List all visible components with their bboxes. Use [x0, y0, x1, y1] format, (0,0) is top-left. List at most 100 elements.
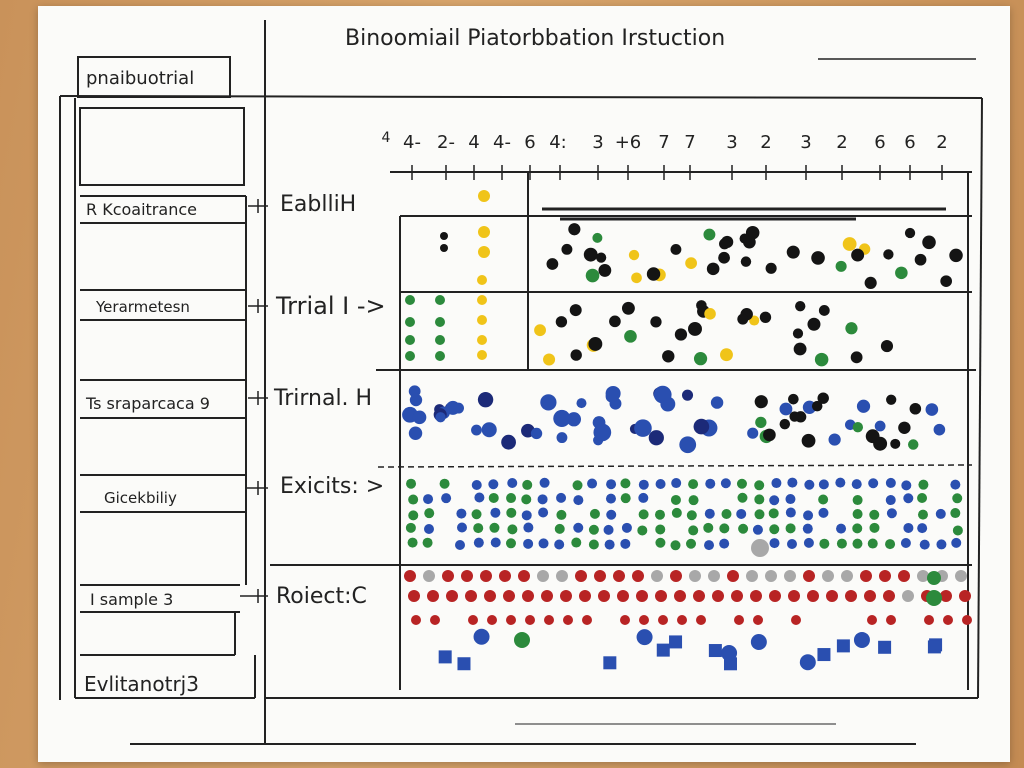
dot-marker [868, 478, 879, 489]
dot-marker [408, 590, 420, 602]
dot-marker [670, 244, 682, 255]
dot-marker [950, 508, 961, 519]
dot-marker [681, 389, 694, 401]
tick-label: 7 [658, 132, 670, 153]
dot-marker [490, 507, 501, 518]
dot-marker [914, 253, 927, 266]
dot-marker [662, 350, 675, 363]
tick-label: 4 [468, 132, 480, 153]
dot-marker [582, 615, 592, 625]
dot-marker [569, 304, 582, 317]
row-label-3: Trirnal. H [274, 386, 373, 411]
dot-marker [803, 570, 815, 582]
dot-marker [719, 538, 730, 549]
dot-marker [739, 233, 750, 244]
dot-marker [867, 538, 878, 549]
tick-label: 2 [836, 132, 848, 153]
dot-marker [751, 539, 769, 557]
dot-marker [917, 570, 929, 582]
square-marker [669, 635, 683, 649]
dot-marker [628, 249, 640, 261]
dot-marker [688, 479, 699, 490]
dot-marker [746, 570, 758, 582]
dot-marker [435, 412, 446, 423]
dot-marker [886, 615, 896, 625]
dot-marker [435, 335, 445, 345]
dot-marker [841, 570, 853, 582]
dot-marker [940, 590, 952, 602]
dot-marker [787, 477, 798, 488]
dot-marker [901, 480, 912, 491]
dot-marker [670, 540, 681, 551]
dot-marker [473, 628, 490, 645]
dot-marker [585, 268, 600, 283]
dot-marker [471, 479, 482, 490]
dot-marker [836, 523, 847, 534]
dot-marker [638, 492, 649, 503]
dot-marker [895, 266, 908, 280]
dot-marker [674, 328, 688, 341]
dot-marker [873, 436, 888, 451]
dot-marker [468, 615, 478, 625]
dot-marker [851, 479, 862, 490]
dot-marker [571, 537, 582, 548]
dot-marker [885, 539, 896, 550]
dot-marker [605, 390, 618, 403]
dot-marker [521, 494, 532, 505]
dot-marker [836, 538, 847, 549]
dot-marker [802, 523, 813, 534]
dot-marker [686, 510, 697, 521]
dot-marker [481, 422, 497, 438]
dot-marker [408, 426, 423, 440]
dot-marker [566, 412, 582, 427]
dot-marker [754, 480, 765, 491]
dot-marker [785, 494, 796, 505]
square-marker [603, 656, 617, 670]
dot-marker [539, 477, 550, 488]
dot-marker [677, 615, 687, 625]
dot-marker [822, 570, 834, 582]
dot-marker [583, 247, 598, 262]
dot-marker [856, 399, 871, 413]
dot-marker [740, 256, 752, 267]
tick-label: 3 [800, 132, 812, 153]
dot-marker [883, 590, 895, 602]
dot-marker [523, 522, 534, 533]
dot-marker [753, 615, 763, 625]
dot-marker [588, 524, 599, 535]
dot-marker [869, 509, 880, 520]
dot-marker [852, 509, 863, 520]
dot-marker [793, 342, 807, 356]
dot-marker [860, 570, 872, 582]
dot-marker [926, 590, 942, 606]
dot-marker [634, 419, 652, 437]
dot-marker [507, 478, 518, 489]
dot-marker [710, 396, 724, 409]
dot-marker [845, 590, 857, 602]
dot-marker [522, 590, 534, 602]
dot-marker [544, 615, 554, 625]
dot-marker [650, 316, 662, 328]
dot-marker [885, 477, 896, 488]
dot-marker [621, 301, 635, 315]
dot-marker [589, 508, 600, 519]
dot-marker [688, 525, 699, 536]
dot-marker [819, 538, 830, 549]
dot-marker [933, 423, 946, 436]
dot-marker [560, 590, 572, 602]
dot-marker [408, 510, 419, 521]
dot-marker [734, 615, 744, 625]
dot-marker [620, 538, 631, 549]
dot-marker [477, 315, 487, 325]
dot-marker [441, 493, 452, 504]
dot-marker [474, 492, 485, 503]
dot-marker [522, 479, 533, 490]
dot-marker [936, 539, 947, 550]
dot-marker [869, 522, 880, 533]
dot-marker [523, 538, 534, 549]
dot-marker [556, 432, 568, 444]
dot-marker [795, 300, 806, 312]
dot-marker [817, 392, 829, 404]
dot-marker [477, 391, 494, 408]
left-item-3: Ts sraparcaca 9 [86, 394, 210, 413]
